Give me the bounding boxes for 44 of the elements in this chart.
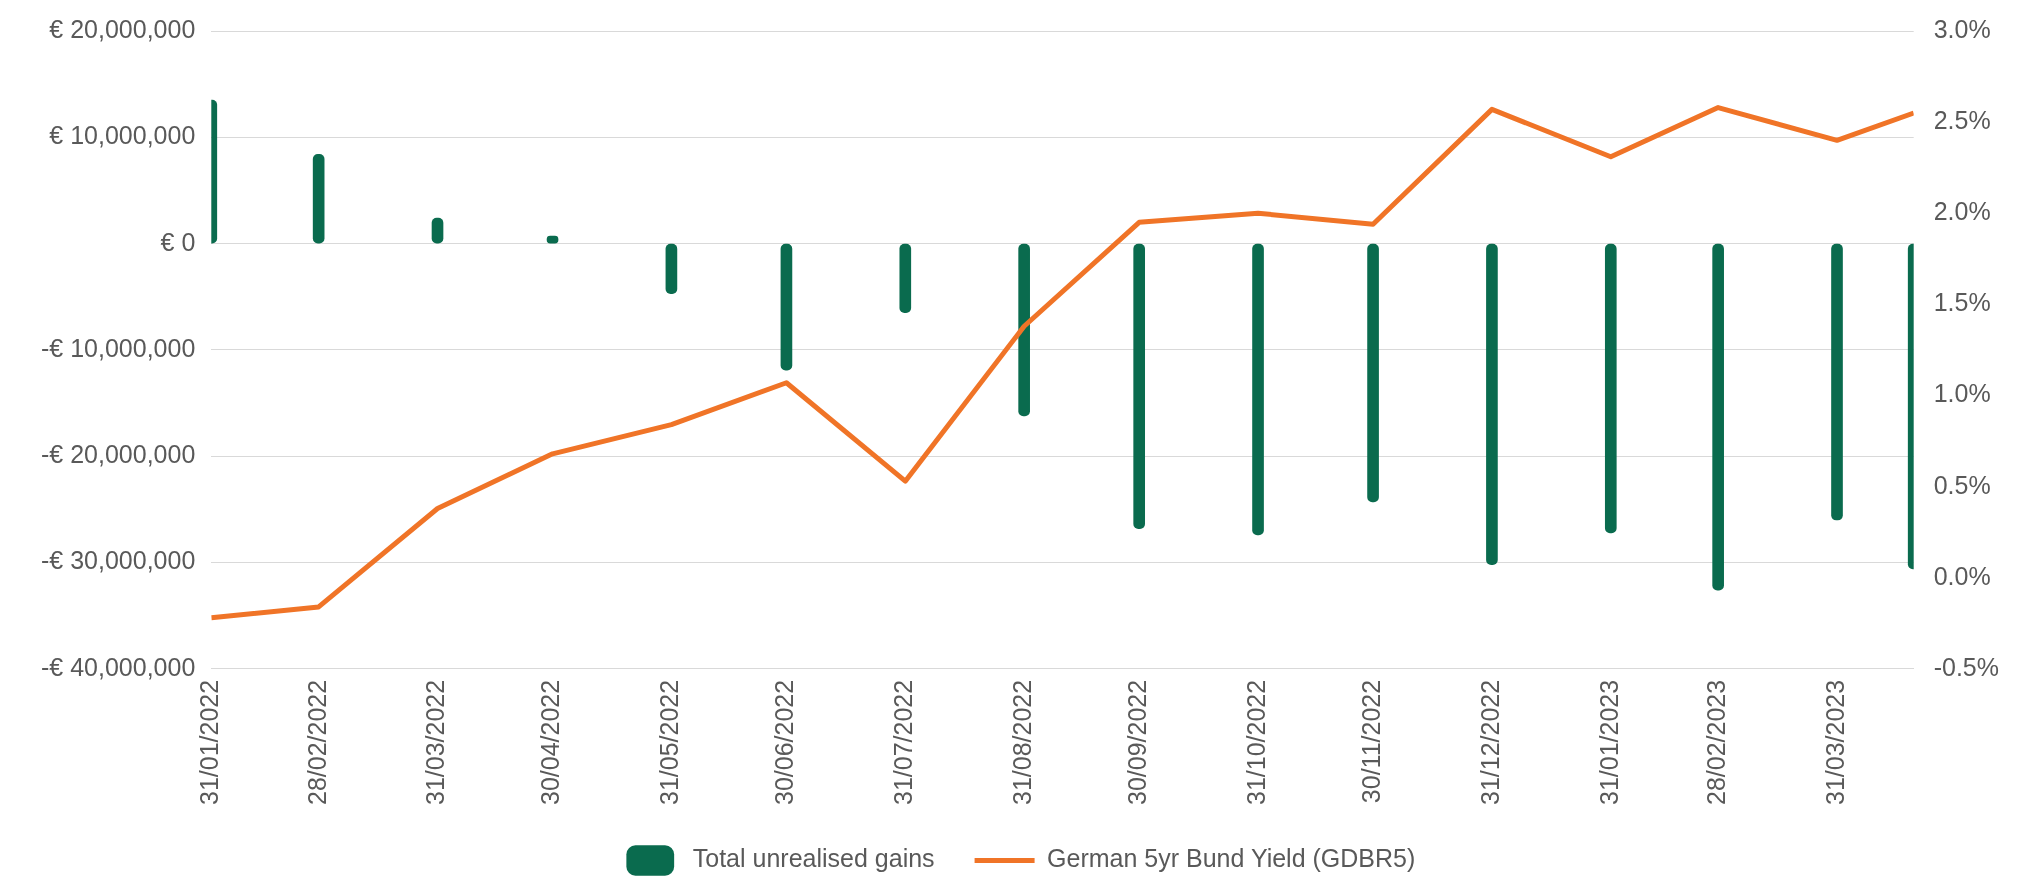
y2-tick-label: 2.5% [1933, 106, 1991, 135]
x-tick-label: 31/07/2022 [889, 679, 918, 805]
y-tick-label: -€ 20,000,000 [41, 440, 196, 469]
x-tick-label: 28/02/2022 [302, 679, 331, 805]
y2-tick-label: 1.5% [1933, 288, 1991, 317]
x-tick-label: 31/01/2023 [1594, 679, 1623, 805]
bar [899, 243, 912, 314]
bar [1252, 243, 1264, 536]
bar [1367, 243, 1379, 503]
bar [1831, 243, 1843, 521]
x-tick-label: 31/08/2022 [1008, 679, 1037, 805]
x-tick-label: 30/09/2022 [1123, 679, 1152, 805]
y-tick-label: -€ 10,000,000 [41, 333, 196, 362]
y2-tick-label: 0.5% [1933, 470, 1991, 499]
bar [1712, 243, 1724, 591]
bar [312, 153, 325, 244]
x-tick-label: 31/03/2022 [421, 679, 450, 805]
y-tick-label: -€ 40,000,000 [41, 652, 196, 681]
x-tick-label: 31/03/2023 [1820, 679, 1849, 805]
y2-tick-label: 2.0% [1933, 197, 1991, 226]
y2-tick-label: -0.5% [1933, 652, 1999, 681]
x-tick-label: 30/11/2022 [1356, 679, 1385, 804]
y2-tick-label: 3.0% [1933, 14, 1991, 43]
y2-tick-label: 0.0% [1933, 561, 1991, 590]
x-tick-label: 31/01/2022 [195, 679, 224, 805]
bar [665, 243, 678, 294]
legend-label: Total unrealised gains [692, 844, 935, 873]
bar [1604, 243, 1617, 534]
y-tick-label: € 0 [160, 227, 196, 256]
y2-tick-label: 1.0% [1933, 379, 1991, 408]
x-tick-label: 28/02/2023 [1702, 679, 1731, 805]
x-tick-label: 31/10/2022 [1241, 679, 1270, 805]
y-tick-label: € 10,000,000 [49, 121, 196, 150]
x-tick-label: 30/06/2022 [770, 679, 799, 805]
bar [1018, 243, 1030, 417]
bar [1133, 243, 1146, 529]
y-tick-label: € 20,000,000 [49, 14, 196, 43]
x-tick-label: 30/04/2022 [536, 679, 565, 805]
legend-label: German 5yr Bund Yield (GDBR5) [1047, 844, 1416, 873]
y-tick-label: -€ 30,000,000 [41, 546, 196, 575]
x-tick-label: 31/05/2022 [655, 679, 684, 805]
x-tick-label: 31/12/2022 [1475, 679, 1504, 805]
bar [1486, 243, 1498, 566]
bar [780, 243, 793, 371]
